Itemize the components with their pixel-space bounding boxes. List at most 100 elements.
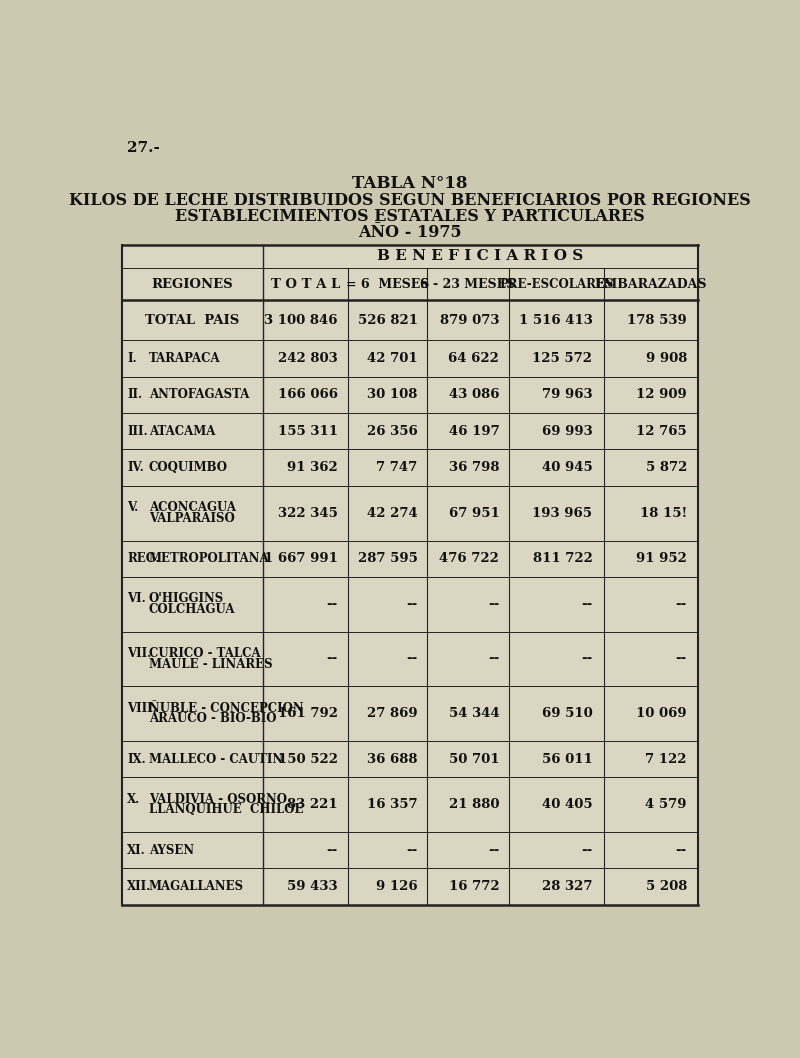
Text: 27 869: 27 869 <box>367 707 418 720</box>
Text: MAGALLANES: MAGALLANES <box>149 880 244 893</box>
Text: 150 522: 150 522 <box>278 752 338 766</box>
Text: 26 356: 26 356 <box>367 424 418 438</box>
Text: XII.: XII. <box>127 880 151 893</box>
Text: ATACAMA: ATACAMA <box>149 424 215 438</box>
Text: 10 069: 10 069 <box>636 707 687 720</box>
Text: 79 963: 79 963 <box>542 388 593 401</box>
Text: 322 345: 322 345 <box>278 507 338 519</box>
Text: 46 197: 46 197 <box>449 424 499 438</box>
Text: --: -- <box>326 653 338 665</box>
Text: --: -- <box>581 653 593 665</box>
Text: PRE-ESCOLARES: PRE-ESCOLARES <box>499 277 614 291</box>
Text: 161 792: 161 792 <box>278 707 338 720</box>
Text: 64 622: 64 622 <box>449 352 499 365</box>
Text: --: -- <box>406 653 418 665</box>
Text: 7 747: 7 747 <box>376 461 418 474</box>
Text: 476 722: 476 722 <box>439 552 499 565</box>
Text: 125 572: 125 572 <box>533 352 593 365</box>
Text: VII.: VII. <box>127 647 151 660</box>
Text: 56 011: 56 011 <box>542 752 593 766</box>
Text: 9 908: 9 908 <box>646 352 687 365</box>
Text: 40 945: 40 945 <box>542 461 593 474</box>
Text: 30 108: 30 108 <box>367 388 418 401</box>
Text: O'HIGGINS: O'HIGGINS <box>149 592 224 605</box>
Bar <box>122 244 698 905</box>
Text: 42 274: 42 274 <box>367 507 418 519</box>
Text: 166 066: 166 066 <box>278 388 338 401</box>
Text: 16 357: 16 357 <box>367 798 418 811</box>
Text: VIII.: VIII. <box>127 701 157 714</box>
Text: = 6  MESES: = 6 MESES <box>346 277 430 291</box>
Text: 50 701: 50 701 <box>449 752 499 766</box>
Text: --: -- <box>581 598 593 610</box>
Text: TABLA N°18: TABLA N°18 <box>352 176 468 193</box>
Text: --: -- <box>676 843 687 857</box>
Text: 69 510: 69 510 <box>542 707 593 720</box>
Text: --: -- <box>676 653 687 665</box>
Text: CURICO - TALCA: CURICO - TALCA <box>149 647 261 660</box>
Text: 3 100 846: 3 100 846 <box>264 314 338 327</box>
Text: --: -- <box>488 598 499 610</box>
Text: 5 208: 5 208 <box>646 880 687 893</box>
Text: 155 311: 155 311 <box>278 424 338 438</box>
Text: 43 086: 43 086 <box>449 388 499 401</box>
Text: 9 126: 9 126 <box>376 880 418 893</box>
Text: B E N E F I C I A R I O S: B E N E F I C I A R I O S <box>378 250 584 263</box>
Text: VALPARAISO: VALPARAISO <box>149 512 234 525</box>
Text: REGIONES: REGIONES <box>151 277 233 291</box>
Text: AÑO - 1975: AÑO - 1975 <box>358 224 462 241</box>
Text: 21 880: 21 880 <box>449 798 499 811</box>
Text: 242 803: 242 803 <box>278 352 338 365</box>
Text: --: -- <box>676 598 687 610</box>
Text: IV.: IV. <box>127 461 144 474</box>
Text: ACONCAGUA: ACONCAGUA <box>149 501 236 514</box>
Text: VI.: VI. <box>127 592 146 605</box>
Text: 59 433: 59 433 <box>287 880 338 893</box>
Text: 1 516 413: 1 516 413 <box>518 314 593 327</box>
Text: XI.: XI. <box>127 843 146 857</box>
Text: 178 539: 178 539 <box>627 314 687 327</box>
Text: IX.: IX. <box>127 752 146 766</box>
Text: METROPOLITANA: METROPOLITANA <box>149 552 270 565</box>
Text: 42 701: 42 701 <box>367 352 418 365</box>
Text: TARAPACA: TARAPACA <box>149 352 221 365</box>
Text: 40 405: 40 405 <box>542 798 593 811</box>
Text: 811 722: 811 722 <box>533 552 593 565</box>
Text: --: -- <box>326 843 338 857</box>
Text: --: -- <box>488 843 499 857</box>
Text: II.: II. <box>127 388 142 401</box>
Text: 6 - 23 MESES: 6 - 23 MESES <box>421 277 516 291</box>
Text: 36 688: 36 688 <box>367 752 418 766</box>
Text: 91 362: 91 362 <box>287 461 338 474</box>
Text: ÑUBLE - CONCEPCION: ÑUBLE - CONCEPCION <box>149 701 303 714</box>
Text: KILOS DE LECHE DISTRIBUIDOS SEGUN BENEFICIARIOS POR REGIONES: KILOS DE LECHE DISTRIBUIDOS SEGUN BENEFI… <box>69 191 751 208</box>
Text: 28 327: 28 327 <box>542 880 593 893</box>
Text: 4 579: 4 579 <box>646 798 687 811</box>
Text: ESTABLECIMIENTOS ESTATALES Y PARTICULARES: ESTABLECIMIENTOS ESTATALES Y PARTICULARE… <box>175 207 645 224</box>
Text: 7 122: 7 122 <box>646 752 687 766</box>
Text: TOTAL  PAIS: TOTAL PAIS <box>145 314 239 327</box>
Text: ANTOFAGASTA: ANTOFAGASTA <box>149 388 250 401</box>
Text: --: -- <box>406 598 418 610</box>
Text: 193 965: 193 965 <box>533 507 593 519</box>
Text: 12 765: 12 765 <box>636 424 687 438</box>
Text: 27.-: 27.- <box>127 141 160 154</box>
Text: EMBARAZADAS: EMBARAZADAS <box>594 277 707 291</box>
Text: --: -- <box>406 843 418 857</box>
Text: 69 993: 69 993 <box>542 424 593 438</box>
Text: 36 798: 36 798 <box>449 461 499 474</box>
Text: REG.: REG. <box>127 552 160 565</box>
Text: --: -- <box>326 598 338 610</box>
Text: --: -- <box>581 843 593 857</box>
Text: MALLECO - CAUTIN: MALLECO - CAUTIN <box>149 752 283 766</box>
Text: 287 595: 287 595 <box>358 552 418 565</box>
Text: 5 872: 5 872 <box>646 461 687 474</box>
Text: 67 951: 67 951 <box>449 507 499 519</box>
Text: 91 952: 91 952 <box>636 552 687 565</box>
Text: T O T A L: T O T A L <box>270 277 340 291</box>
Text: COLCHAGUA: COLCHAGUA <box>149 603 235 616</box>
Text: LLANQUIHUE  CHILOE: LLANQUIHUE CHILOE <box>149 803 303 817</box>
Text: 1 667 991: 1 667 991 <box>264 552 338 565</box>
Text: ARAUCO - BIO-BIO: ARAUCO - BIO-BIO <box>149 712 276 726</box>
Text: 54 344: 54 344 <box>449 707 499 720</box>
